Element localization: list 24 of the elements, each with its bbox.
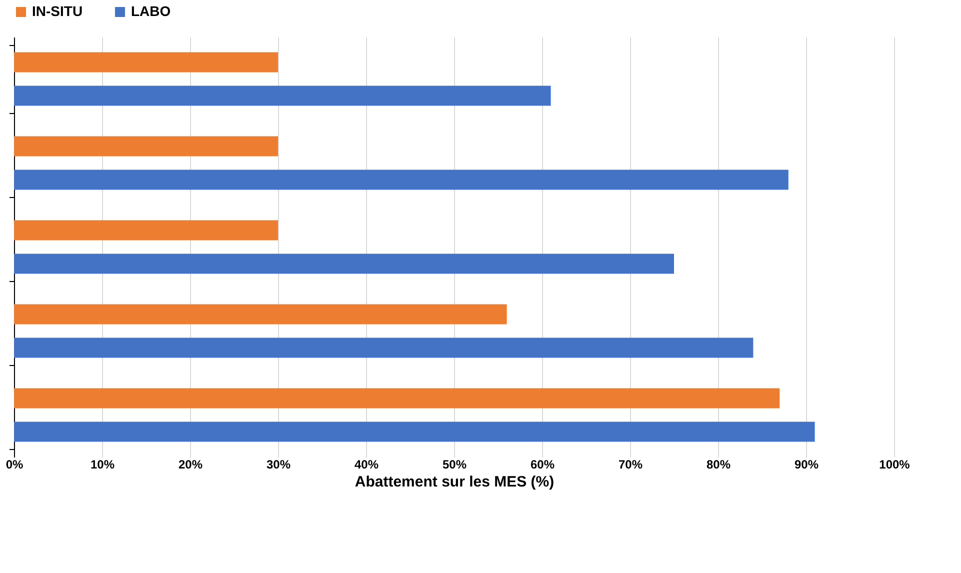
legend-label: LABO (131, 3, 171, 19)
legend-label: IN-SITU (32, 3, 83, 19)
bar (14, 254, 674, 274)
bar (14, 136, 278, 156)
x-axis-title: Abattement sur les MES (%) (354, 474, 554, 490)
bar (14, 422, 815, 442)
bar (14, 388, 780, 408)
x-tick-label: 40% (354, 458, 379, 472)
x-tick-label: 50% (442, 458, 467, 472)
bar (14, 338, 754, 358)
x-tick-label: 20% (178, 458, 203, 472)
x-tick-label: 100% (879, 458, 910, 472)
x-tick-label: 30% (266, 458, 291, 472)
x-tick-label: 10% (90, 458, 115, 472)
bar (14, 86, 551, 106)
x-tick-label: 60% (530, 458, 555, 472)
x-tick-label: 80% (706, 458, 731, 472)
bar (14, 304, 507, 324)
bar (14, 170, 788, 190)
x-tick-label: 90% (794, 458, 819, 472)
x-tick-label: 70% (618, 458, 643, 472)
bar (14, 220, 278, 240)
x-tick-label: 0% (6, 458, 24, 472)
bar (14, 52, 278, 72)
